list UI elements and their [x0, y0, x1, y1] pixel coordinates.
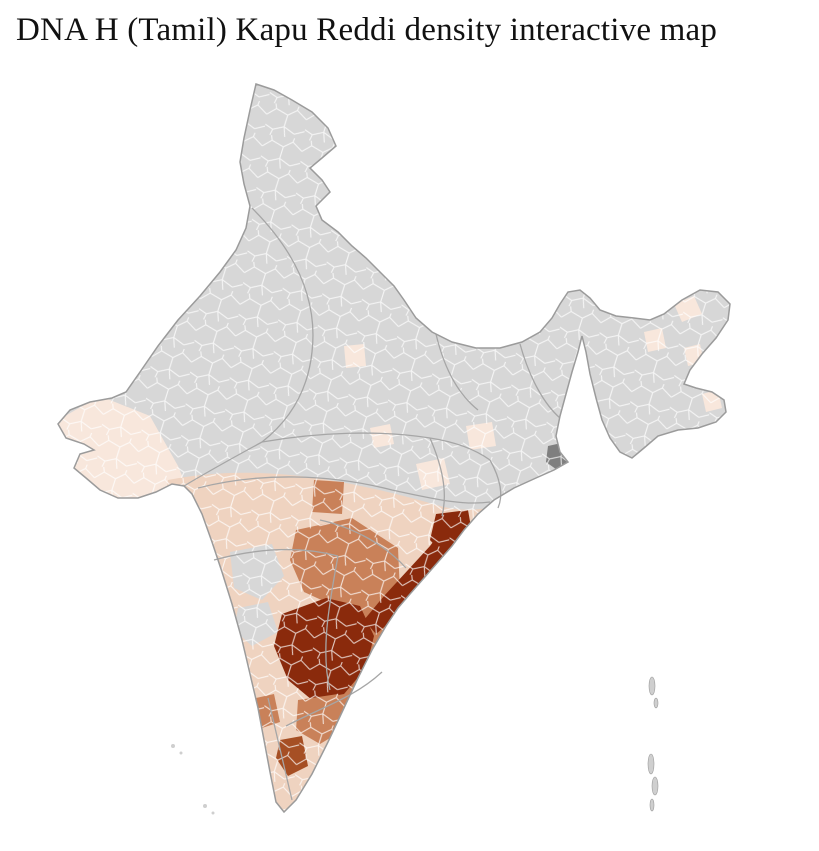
island[interactable] [647, 753, 655, 775]
islet[interactable] [203, 804, 207, 808]
andaman-islands[interactable] [647, 676, 659, 812]
islet[interactable] [211, 811, 215, 815]
island[interactable] [648, 676, 656, 696]
island[interactable] [651, 776, 659, 796]
region-assam-patch-1[interactable] [644, 328, 666, 352]
islet[interactable] [171, 744, 175, 748]
lakshadweep-islands[interactable] [171, 744, 215, 815]
islet[interactable] [179, 751, 183, 755]
island[interactable] [653, 697, 659, 709]
island[interactable] [649, 798, 655, 812]
region-agra-district-patch[interactable] [344, 344, 366, 368]
region-jharkhand-patch[interactable] [466, 422, 496, 450]
page-title: DNA H (Tamil) Kapu Reddi density interac… [16, 12, 718, 48]
region-east-mp-patch[interactable] [370, 424, 394, 448]
region-adilabad-patch[interactable] [312, 480, 344, 514]
